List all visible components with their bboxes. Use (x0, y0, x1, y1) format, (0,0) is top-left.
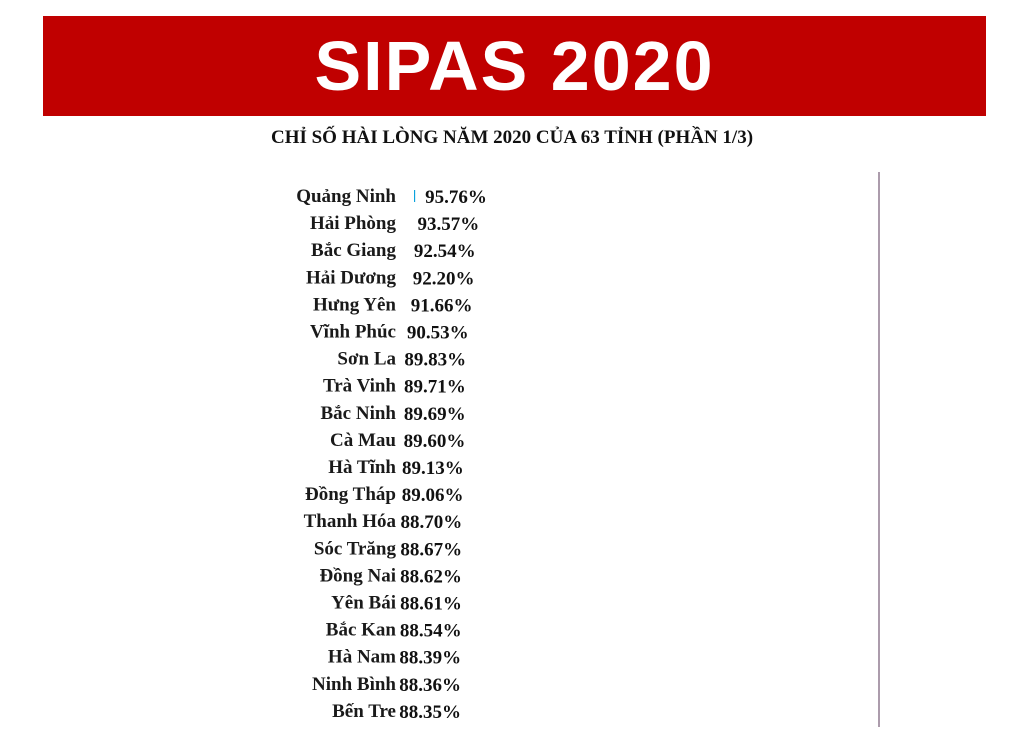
value-label: 88.54% (400, 621, 462, 642)
category-label: Hưng Yên (313, 294, 396, 315)
value-label: 88.62% (400, 566, 462, 587)
value-label: 88.61% (400, 594, 462, 615)
category-label: Trà Vinh (323, 376, 396, 397)
value-label: 93.57% (417, 214, 479, 235)
value-label: 89.69% (404, 404, 466, 425)
category-label: Hải Dương (306, 267, 397, 288)
category-label: Vĩnh Phúc (310, 322, 396, 343)
value-label: 89.83% (404, 350, 466, 371)
category-label: Hà Nam (328, 647, 396, 668)
category-label: Đồng Nai (319, 565, 396, 586)
value-label: 88.39% (399, 648, 461, 669)
chart-rows: Quảng Ninh 95.76% Hải Phòng 93.57% Bắc Giang… (296, 186, 487, 723)
value-label: 88.70% (400, 512, 462, 533)
category-label: Thanh Hóa (304, 511, 397, 532)
category-label: Sơn La (337, 349, 396, 370)
category-label: Bắc Kan (326, 620, 397, 641)
category-label: Yên Bái (331, 593, 396, 614)
title-banner: SIPAS 2020 (43, 16, 986, 116)
value-label: 92.20% (413, 268, 475, 289)
value-label: 91.66% (411, 295, 473, 316)
category-label: Sóc Trăng (314, 538, 397, 559)
value-label: 88.36% (399, 675, 461, 696)
category-label: Ninh Bình (312, 674, 396, 695)
category-label: Bắc Ninh (321, 403, 397, 424)
chart-title: CHỈ SỐ HÀI LÒNG NĂM 2020 CỦA 63 TỈNH (PH… (270, 127, 754, 148)
value-label: 89.71% (404, 377, 466, 398)
category-label: Bến Tre (332, 701, 396, 722)
category-label: Cà Mau (330, 430, 396, 451)
banner-title: SIPAS 2020 (314, 27, 715, 105)
bar (414, 190, 416, 202)
value-label: 88.67% (400, 539, 462, 560)
category-label: Hà Tĩnh (328, 457, 396, 478)
value-label: 92.54% (414, 241, 476, 262)
category-label: Bắc Giang (311, 240, 396, 261)
category-label: Đồng Tháp (305, 484, 396, 505)
value-label: 89.06% (402, 485, 464, 506)
value-label: 89.13% (402, 458, 464, 479)
value-label: 95.76% (425, 187, 487, 208)
value-label: 88.35% (399, 702, 461, 723)
value-label: 90.53% (407, 323, 469, 344)
category-label: Quảng Ninh (296, 186, 396, 207)
category-label: Hải Phòng (310, 213, 397, 234)
value-label: 89.60% (404, 431, 466, 452)
